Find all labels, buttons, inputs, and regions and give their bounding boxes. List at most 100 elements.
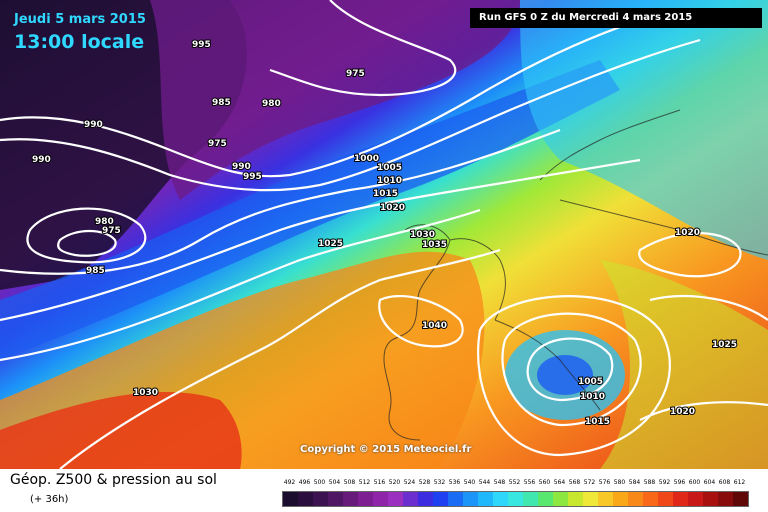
scale-swatch [358,492,373,506]
isobar-label: 1030 [410,230,435,240]
scale-label: 560 [538,479,551,486]
east-ridge-area [600,260,768,469]
scale-swatch [403,492,418,506]
scale-swatch [703,492,718,506]
legend-title: Géop. Z500 & pression au sol [10,472,217,488]
isobar-label: 1040 [422,321,447,331]
scale-label: 588 [643,479,656,486]
blue-band-area [0,60,620,360]
isobar-label: 980 [95,217,114,227]
scale-label: 596 [673,479,686,486]
scale-labels: 492 496 500 504 508 512 516 520 524 528 532 536 540 5… [282,479,752,489]
isobar-label: 1035 [422,240,447,250]
copyright-text: Copyright © 2015 Meteociel.fr [300,444,472,455]
scale-label: 600 [688,479,701,486]
scale-swatch [538,492,553,506]
scale-swatch [643,492,658,506]
isobar-label: 1015 [585,417,610,427]
isobar-label: 975 [346,69,365,79]
isobar-label: 1020 [670,407,695,417]
isobar-label: 1025 [712,340,737,350]
isobar-label: 995 [192,40,211,50]
scale-swatch [688,492,703,506]
scale-label: 572 [583,479,596,486]
isobar-label: 995 [243,172,262,182]
scale-swatch [433,492,448,506]
isobar-labels: 995 975 985 980 990 990 975 990 995 980 … [31,39,738,428]
cyan-north-area [520,0,768,260]
scale-swatch [553,492,568,506]
scale-label: 536 [448,479,461,486]
scale-label: 548 [493,479,506,486]
scale-label: 608 [718,479,731,486]
isobar-label: 1010 [377,176,402,186]
scale-swatch [583,492,598,506]
scale-label: 504 [328,479,341,486]
scale-swatch [418,492,433,506]
isobar-label: 985 [86,266,105,276]
legend-subtitle: (+ 36h) [30,494,69,505]
scale-label: 500 [313,479,326,486]
scale-label: 592 [658,479,671,486]
forecast-time: 13:00 locale [14,31,145,53]
scale-label: 604 [703,479,716,486]
scale-swatch [598,492,613,506]
scale-label: 528 [418,479,431,486]
isobar-label: 1020 [675,228,700,238]
scale-label: 568 [568,479,581,486]
scale-label: 564 [553,479,566,486]
scale-swatch [298,492,313,506]
isobar-label: 1005 [578,377,603,387]
scale-swatch [673,492,688,506]
red-warm-area [0,391,242,469]
scale-label: 544 [478,479,491,486]
scale-label: 512 [358,479,371,486]
scale-swatch [523,492,538,506]
scale-swatch [628,492,643,506]
scale-label: 584 [628,479,641,486]
cutoff-low-core [537,355,593,395]
isobar-label: 975 [102,226,121,236]
scale-swatch [463,492,478,506]
scale-swatch [718,492,733,506]
isobar-label: 980 [262,99,281,109]
scale-label: 552 [508,479,521,486]
isobar-label: 985 [212,98,231,108]
scale-swatch [388,492,403,506]
scale-label: 576 [598,479,611,486]
scale-label: 540 [463,479,476,486]
scale-swatch [328,492,343,506]
scale-label: 492 [283,479,296,486]
scale-swatch [733,492,748,506]
isobar-label: 990 [84,120,103,130]
isobar-label: 990 [232,162,251,172]
scale-swatch [283,492,298,506]
isobar-label: 1020 [380,203,405,213]
color-scale-bar [282,491,749,507]
scale-swatch [373,492,388,506]
isobar-lines [0,0,768,469]
coastlines [383,109,768,441]
scale-label: 496 [298,479,311,486]
scale-swatch [313,492,328,506]
forecast-date: Jeudi 5 mars 2015 [14,12,146,27]
isobar-label: 1030 [133,388,158,398]
scale-swatch [568,492,583,506]
scale-swatch [343,492,358,506]
scale-swatch [478,492,493,506]
scale-label: 556 [523,479,536,486]
isobar-label: 1000 [354,154,379,164]
scale-label: 524 [403,479,416,486]
isobar-label: 1015 [373,189,398,199]
scale-label: 516 [373,479,386,486]
isobar-label: 990 [32,155,51,165]
geopotential-map: 995 975 985 980 990 990 975 990 995 980 … [0,0,768,469]
scale-label: 580 [613,479,626,486]
scale-swatch [658,492,673,506]
isobar-label: 975 [208,139,227,149]
model-run-banner: Run GFS 0 Z du Mercredi 4 mars 2015 [470,8,762,28]
isobar-label: 1010 [580,392,605,402]
scale-label: 520 [388,479,401,486]
scale-label: 612 [733,479,746,486]
